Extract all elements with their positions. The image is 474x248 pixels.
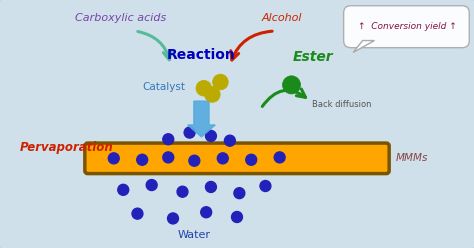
- Circle shape: [231, 212, 242, 222]
- Circle shape: [177, 186, 188, 197]
- Text: Catalyst: Catalyst: [142, 82, 185, 92]
- Circle shape: [163, 152, 173, 163]
- Text: Carboxylic acids: Carboxylic acids: [75, 13, 166, 23]
- Circle shape: [168, 213, 178, 224]
- Text: Back diffusion: Back diffusion: [311, 100, 371, 109]
- Text: Water: Water: [178, 230, 211, 240]
- Circle shape: [146, 180, 157, 190]
- FancyBboxPatch shape: [344, 6, 469, 48]
- Circle shape: [201, 207, 211, 218]
- Circle shape: [217, 153, 228, 164]
- Circle shape: [206, 130, 216, 141]
- FancyBboxPatch shape: [85, 143, 389, 174]
- Text: ↑  Conversion yield ↑: ↑ Conversion yield ↑: [358, 22, 457, 31]
- FancyArrow shape: [188, 101, 215, 137]
- Circle shape: [274, 152, 285, 163]
- Circle shape: [118, 184, 129, 195]
- Circle shape: [234, 188, 245, 199]
- Circle shape: [205, 87, 220, 102]
- Circle shape: [260, 181, 271, 191]
- Text: Alcohol: Alcohol: [262, 13, 302, 23]
- Text: Ester: Ester: [292, 50, 333, 64]
- Text: MMMs: MMMs: [396, 153, 428, 163]
- Circle shape: [283, 76, 301, 94]
- Circle shape: [225, 135, 235, 146]
- Circle shape: [108, 153, 119, 164]
- Circle shape: [189, 155, 200, 166]
- Text: Reaction: Reaction: [167, 48, 236, 62]
- Text: Pervaporation: Pervaporation: [20, 141, 114, 154]
- Circle shape: [213, 74, 228, 90]
- Circle shape: [196, 80, 211, 96]
- Circle shape: [246, 154, 257, 165]
- Circle shape: [137, 154, 148, 165]
- Circle shape: [163, 134, 173, 145]
- Polygon shape: [353, 40, 374, 53]
- Circle shape: [132, 208, 143, 219]
- Circle shape: [206, 182, 216, 192]
- Circle shape: [184, 127, 195, 138]
